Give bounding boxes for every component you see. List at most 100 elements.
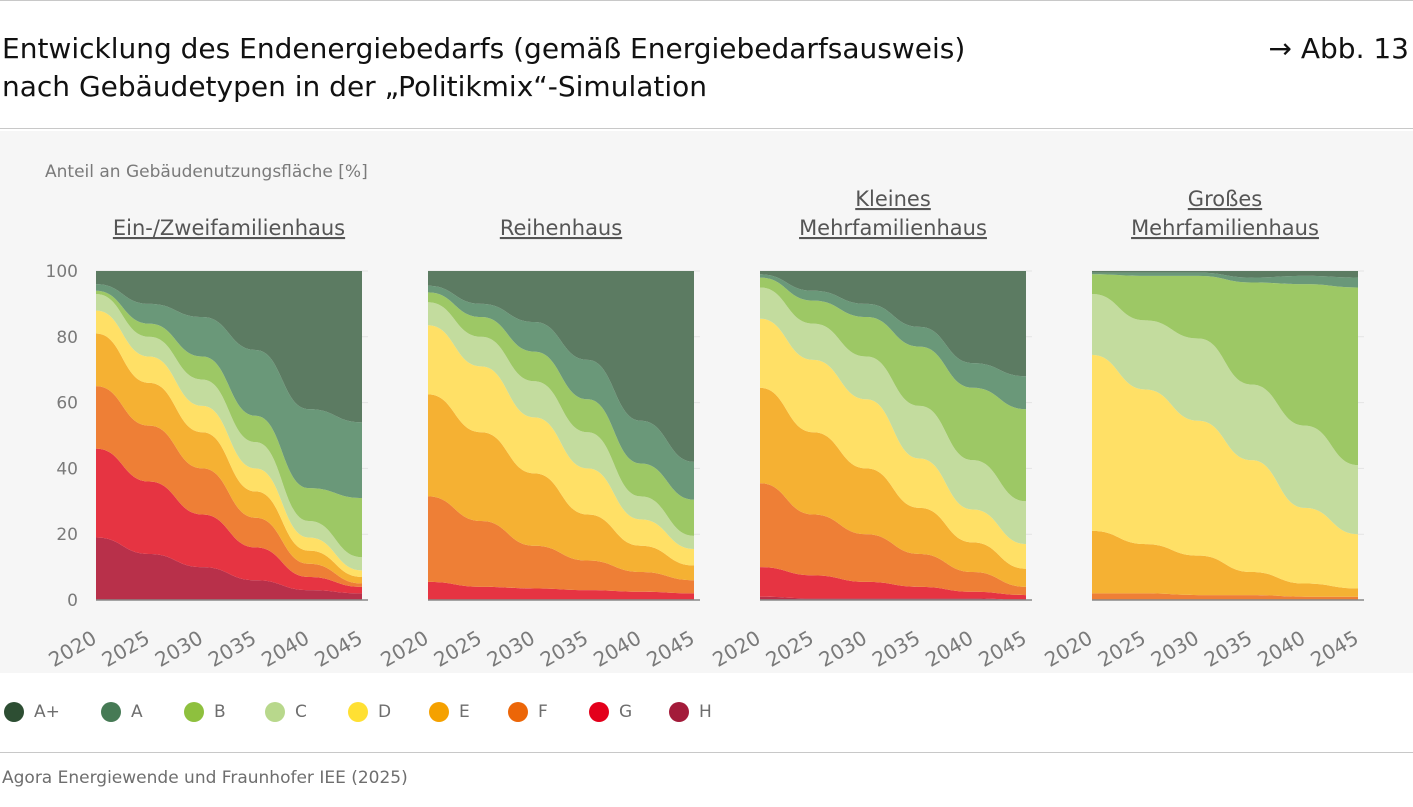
legend-item: A+ bbox=[4, 702, 60, 722]
area-aplus bbox=[428, 271, 694, 462]
x-tick-label: 2035 bbox=[868, 626, 924, 672]
legend-item: D bbox=[348, 702, 391, 722]
x-tick-label: 2025 bbox=[1094, 626, 1150, 672]
area-aplus bbox=[96, 271, 362, 423]
legend-label: D bbox=[378, 702, 392, 722]
area-a bbox=[428, 285, 694, 500]
legend-swatch bbox=[669, 702, 689, 722]
area-d bbox=[760, 318, 1026, 569]
legend-label: H bbox=[699, 702, 712, 722]
x-tick-label: 2030 bbox=[1147, 626, 1203, 672]
y-axis-label: Anteil an Gebäudenutzungsfläche [%] bbox=[45, 162, 368, 182]
x-tick-label: 2030 bbox=[815, 626, 871, 672]
area-e bbox=[96, 333, 362, 584]
x-tick-label: 2045 bbox=[974, 626, 1030, 672]
legend-item: E bbox=[429, 702, 470, 722]
title-line-1: Entwicklung des Endenergiebedarfs (gemäß… bbox=[2, 32, 966, 65]
legend-item: B bbox=[184, 702, 226, 722]
panel-title: Mehrfamilienhaus bbox=[1131, 216, 1319, 240]
area-h bbox=[96, 537, 362, 600]
x-tick-label: 2030 bbox=[483, 626, 539, 672]
y-tick-label: 20 bbox=[56, 525, 78, 545]
y-tick-label: 80 bbox=[56, 328, 78, 348]
area-b bbox=[428, 292, 694, 536]
area-b bbox=[96, 290, 362, 558]
x-tick-label: 2025 bbox=[430, 626, 486, 672]
legend-label: A bbox=[131, 702, 143, 722]
legend-label: G bbox=[619, 702, 633, 722]
area-d bbox=[96, 310, 362, 577]
area-aplus bbox=[760, 271, 1026, 377]
x-tick-label: 2025 bbox=[98, 626, 154, 672]
figure-title: Entwicklung des Endenergiebedarfs (gemäß… bbox=[2, 30, 965, 106]
area-d bbox=[428, 325, 694, 566]
chart-svg: Anteil an Gebäudenutzungsfläche [%]02040… bbox=[44, 162, 1364, 672]
legend-swatch bbox=[348, 702, 368, 722]
x-tick-label: 2040 bbox=[589, 626, 645, 672]
panel-1: 202020252030203520402045Ein-/Zweifamilie… bbox=[44, 216, 368, 672]
x-tick-label: 2040 bbox=[921, 626, 977, 672]
area-e bbox=[760, 387, 1026, 587]
area-c bbox=[96, 294, 362, 571]
area-a bbox=[1092, 272, 1358, 288]
area-a bbox=[760, 274, 1026, 410]
area-f bbox=[1092, 593, 1358, 600]
panel-title: Kleines bbox=[855, 187, 931, 211]
legend-swatch bbox=[4, 702, 24, 722]
legend-item: G bbox=[589, 702, 632, 722]
figure-reference: → Abb. 13 bbox=[1268, 32, 1410, 65]
x-tick-label: 2035 bbox=[1200, 626, 1256, 672]
area-f bbox=[428, 496, 694, 594]
title-rule bbox=[0, 128, 1413, 129]
legend-label: F bbox=[538, 702, 548, 722]
area-g bbox=[760, 567, 1026, 600]
x-tick-label: 2040 bbox=[257, 626, 313, 672]
legend-swatch bbox=[101, 702, 121, 722]
legend-item: C bbox=[265, 702, 307, 722]
area-e bbox=[428, 394, 694, 581]
legend-swatch bbox=[265, 702, 285, 722]
x-tick-label: 2035 bbox=[204, 626, 260, 672]
x-tick-label: 2045 bbox=[1306, 626, 1362, 672]
legend-item: A bbox=[101, 702, 143, 722]
y-tick-label: 40 bbox=[56, 459, 78, 479]
footer-rule bbox=[0, 752, 1413, 753]
legend-label: B bbox=[214, 702, 226, 722]
x-tick-label: 2025 bbox=[762, 626, 818, 672]
panel-title: Ein-/Zweifamilienhaus bbox=[113, 216, 345, 240]
legend-swatch bbox=[508, 702, 528, 722]
legend-swatch bbox=[589, 702, 609, 722]
legend-swatch bbox=[184, 702, 204, 722]
panel-title: Mehrfamilienhaus bbox=[799, 216, 987, 240]
panel-title: Reihenhaus bbox=[500, 216, 622, 240]
area-c bbox=[760, 287, 1026, 545]
x-tick-label: 2020 bbox=[44, 626, 100, 672]
area-f bbox=[96, 386, 362, 587]
area-c bbox=[1092, 294, 1358, 535]
area-b bbox=[1092, 274, 1358, 466]
legend-label: A+ bbox=[34, 702, 60, 722]
area-f bbox=[760, 483, 1026, 596]
legend-label: C bbox=[295, 702, 307, 722]
y-tick-label: 0 bbox=[67, 591, 78, 611]
x-tick-label: 2020 bbox=[1040, 626, 1096, 672]
y-tick-label: 60 bbox=[56, 394, 78, 414]
x-tick-label: 2040 bbox=[1253, 626, 1309, 672]
source-note: Agora Energiewende und Fraunhofer IEE (2… bbox=[2, 768, 408, 788]
x-tick-label: 2045 bbox=[310, 626, 366, 672]
title-line-2: nach Gebäudetypen in der „Politikmix“-Si… bbox=[2, 70, 708, 103]
legend-label: E bbox=[459, 702, 470, 722]
legend-item: H bbox=[669, 702, 712, 722]
x-tick-label: 2020 bbox=[708, 626, 764, 672]
x-tick-label: 2035 bbox=[536, 626, 592, 672]
x-tick-label: 2020 bbox=[376, 626, 432, 672]
area-g bbox=[96, 448, 362, 594]
top-rule bbox=[0, 0, 1413, 1]
y-tick-label: 100 bbox=[46, 262, 78, 282]
x-tick-label: 2045 bbox=[642, 626, 698, 672]
area-d bbox=[1092, 354, 1358, 589]
area-g bbox=[428, 581, 694, 600]
area-c bbox=[428, 302, 694, 550]
